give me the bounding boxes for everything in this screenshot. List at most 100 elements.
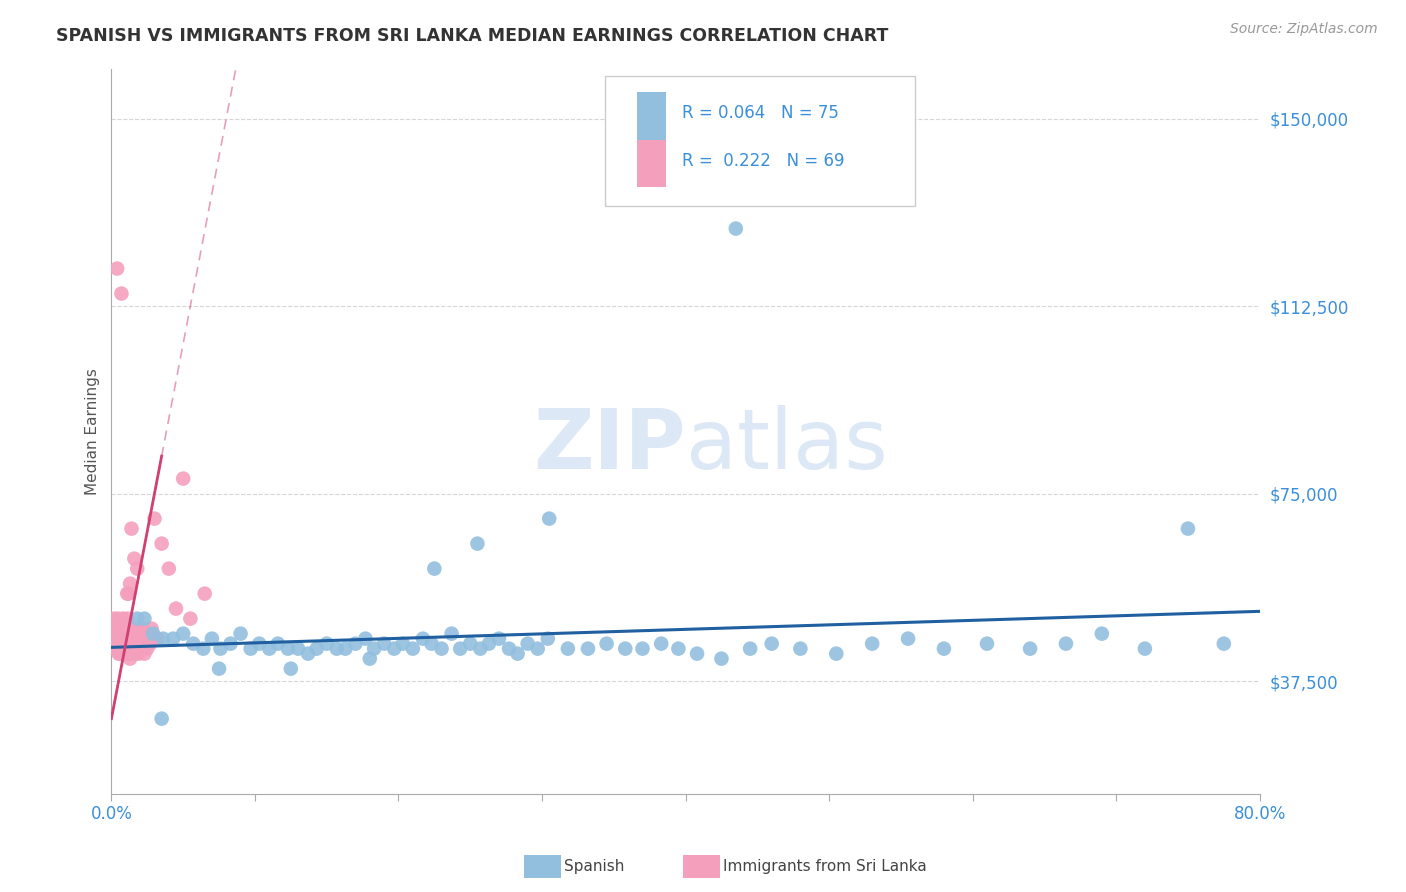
Point — [157, 561, 180, 575]
Point — [107, 632, 129, 646]
Point — [107, 612, 129, 626]
Point — [132, 622, 155, 636]
Point — [181, 637, 204, 651]
Point — [124, 637, 146, 651]
Bar — [637, 140, 666, 187]
Point — [201, 632, 224, 646]
Point — [105, 632, 128, 646]
Point — [117, 587, 139, 601]
Point — [179, 612, 201, 626]
Point — [478, 637, 501, 651]
Point — [125, 641, 148, 656]
Point — [124, 551, 146, 566]
Point — [239, 641, 262, 656]
Point — [412, 632, 434, 646]
Point — [470, 641, 492, 656]
Point — [114, 647, 136, 661]
Point — [136, 641, 159, 656]
Point — [631, 641, 654, 656]
Point — [976, 637, 998, 651]
Point — [686, 647, 709, 661]
Point — [118, 647, 141, 661]
Point — [373, 637, 395, 651]
Point — [297, 647, 319, 661]
Point — [219, 637, 242, 651]
Text: ZIP: ZIP — [533, 405, 686, 486]
Point — [526, 641, 548, 656]
Point — [121, 632, 143, 646]
Point — [117, 641, 139, 656]
Point — [516, 637, 538, 651]
Point — [162, 632, 184, 646]
Text: SPANISH VS IMMIGRANTS FROM SRI LANKA MEDIAN EARNINGS CORRELATION CHART: SPANISH VS IMMIGRANTS FROM SRI LANKA MED… — [56, 27, 889, 45]
Point — [449, 641, 471, 656]
Point — [440, 626, 463, 640]
Point — [506, 647, 529, 661]
Point — [305, 641, 328, 656]
Point — [165, 601, 187, 615]
Point — [897, 632, 920, 646]
Point — [467, 536, 489, 550]
Point — [423, 561, 446, 575]
Point — [354, 632, 377, 646]
Point — [1054, 637, 1077, 651]
Point — [860, 637, 883, 651]
Point — [112, 632, 135, 646]
Point — [595, 637, 617, 651]
Point — [172, 626, 194, 640]
Point — [614, 641, 637, 656]
Point — [115, 637, 138, 651]
Point — [141, 622, 163, 636]
Point — [382, 641, 405, 656]
Point — [112, 626, 135, 640]
Point — [666, 641, 689, 656]
Point — [650, 637, 672, 651]
Point — [391, 637, 413, 651]
Point — [402, 641, 425, 656]
Point — [103, 612, 125, 626]
Point — [152, 632, 174, 646]
Point — [111, 637, 134, 651]
Point — [825, 647, 848, 661]
Point — [1133, 641, 1156, 656]
Point — [1091, 626, 1114, 640]
Point — [576, 641, 599, 656]
Point — [114, 641, 136, 656]
Point — [107, 647, 129, 661]
Point — [430, 641, 453, 656]
Point — [105, 622, 128, 636]
Point — [724, 221, 747, 235]
FancyBboxPatch shape — [605, 76, 915, 206]
Point — [277, 641, 299, 656]
Point — [326, 641, 349, 656]
Point — [488, 632, 510, 646]
Text: Immigrants from Sri Lanka: Immigrants from Sri Lanka — [723, 859, 927, 873]
Point — [104, 641, 127, 656]
Point — [142, 626, 165, 640]
Point — [132, 632, 155, 646]
Text: R =  0.222   N = 69: R = 0.222 N = 69 — [682, 153, 845, 170]
Point — [120, 641, 142, 656]
Point — [122, 641, 145, 656]
Point — [127, 622, 149, 636]
Point — [108, 622, 131, 636]
Point — [363, 641, 385, 656]
Point — [247, 637, 270, 651]
Point — [789, 641, 811, 656]
Point — [104, 626, 127, 640]
Point — [557, 641, 579, 656]
Point — [209, 641, 232, 656]
Point — [122, 637, 145, 651]
Point — [117, 632, 139, 646]
Point — [120, 576, 142, 591]
Point — [105, 261, 128, 276]
Point — [315, 637, 337, 651]
Bar — [637, 93, 666, 139]
Point — [194, 587, 217, 601]
Point — [146, 632, 169, 646]
Point — [112, 622, 135, 636]
Point — [122, 647, 145, 661]
Point — [127, 561, 149, 575]
Point — [172, 472, 194, 486]
Point — [127, 612, 149, 626]
